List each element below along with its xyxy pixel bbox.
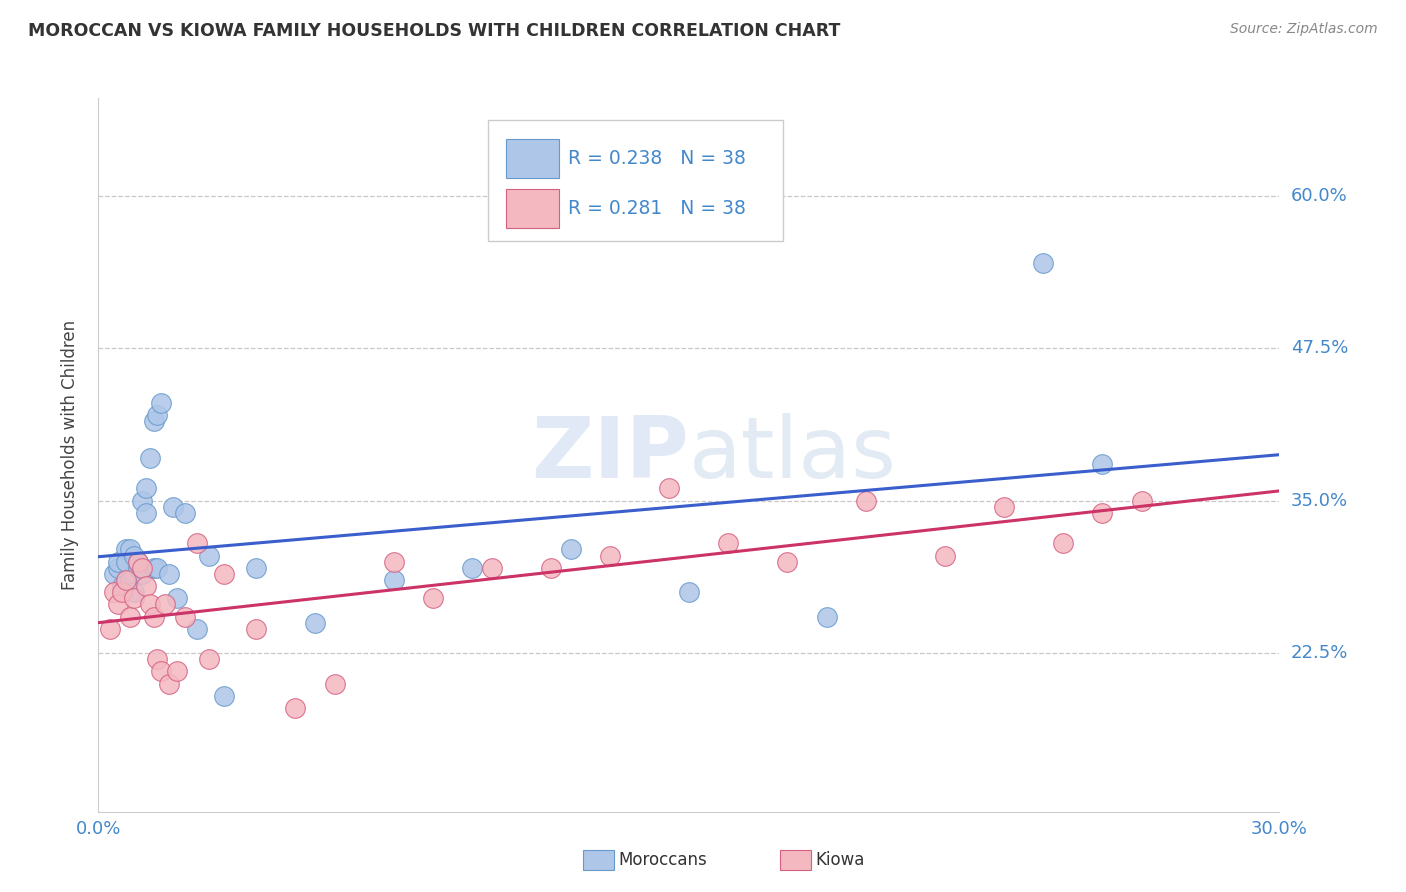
Point <box>142 609 165 624</box>
Point <box>461 560 484 574</box>
FancyBboxPatch shape <box>506 139 560 178</box>
Point <box>1091 457 1114 471</box>
Point <box>214 566 236 581</box>
Point <box>540 560 562 574</box>
Point <box>245 622 267 636</box>
Point <box>776 555 799 569</box>
Point <box>382 555 405 569</box>
Point <box>138 598 160 612</box>
Point <box>382 573 405 587</box>
Point <box>115 542 138 557</box>
Point <box>284 701 307 715</box>
Point <box>658 482 681 496</box>
Point <box>135 579 157 593</box>
Point <box>155 598 177 612</box>
Text: Source: ZipAtlas.com: Source: ZipAtlas.com <box>1230 22 1378 37</box>
Text: Moroccans: Moroccans <box>619 851 707 869</box>
Point <box>150 396 173 410</box>
Point <box>174 506 197 520</box>
Point <box>122 585 145 599</box>
Point <box>107 598 129 612</box>
Text: 47.5%: 47.5% <box>1291 339 1348 357</box>
Point <box>150 665 173 679</box>
Point <box>1052 536 1074 550</box>
Point <box>717 536 740 550</box>
Point <box>678 585 700 599</box>
Point <box>934 549 956 563</box>
Text: R = 0.238   N = 38: R = 0.238 N = 38 <box>568 149 747 169</box>
Point <box>174 609 197 624</box>
Point <box>214 689 236 703</box>
Text: MOROCCAN VS KIOWA FAMILY HOUSEHOLDS WITH CHILDREN CORRELATION CHART: MOROCCAN VS KIOWA FAMILY HOUSEHOLDS WITH… <box>28 22 841 40</box>
Point <box>245 560 267 574</box>
Point <box>142 560 165 574</box>
Point <box>122 549 145 563</box>
Point <box>135 506 157 520</box>
Point <box>993 500 1015 514</box>
Point <box>304 615 326 630</box>
Point <box>127 555 149 569</box>
Text: Kiowa: Kiowa <box>815 851 865 869</box>
Point <box>146 560 169 574</box>
Point <box>118 573 141 587</box>
Point <box>138 450 160 465</box>
Point <box>146 409 169 423</box>
Point <box>146 652 169 666</box>
Text: atlas: atlas <box>689 413 897 497</box>
Point <box>118 542 141 557</box>
Point <box>127 560 149 574</box>
Point <box>122 591 145 606</box>
Text: R = 0.281   N = 38: R = 0.281 N = 38 <box>568 199 747 219</box>
Point <box>98 622 121 636</box>
Point <box>103 566 125 581</box>
Point <box>323 676 346 690</box>
Point <box>103 585 125 599</box>
Point <box>481 560 503 574</box>
Point <box>115 555 138 569</box>
Point <box>131 566 153 581</box>
Point <box>815 609 838 624</box>
Point <box>115 573 138 587</box>
Point <box>111 579 134 593</box>
Point <box>855 493 877 508</box>
Point <box>142 414 165 428</box>
Point <box>157 676 180 690</box>
Point <box>186 536 208 550</box>
Point <box>107 560 129 574</box>
Point <box>1032 256 1054 270</box>
Point <box>197 549 219 563</box>
Point <box>197 652 219 666</box>
Point <box>107 555 129 569</box>
Text: ZIP: ZIP <box>531 413 689 497</box>
FancyBboxPatch shape <box>488 120 783 241</box>
Point <box>166 591 188 606</box>
Point <box>131 493 153 508</box>
Point <box>599 549 621 563</box>
Point <box>111 585 134 599</box>
Point <box>135 482 157 496</box>
Point <box>162 500 184 514</box>
Point <box>157 566 180 581</box>
Text: 60.0%: 60.0% <box>1291 186 1347 204</box>
Point <box>560 542 582 557</box>
Point <box>127 555 149 569</box>
FancyBboxPatch shape <box>506 189 560 228</box>
Point <box>131 560 153 574</box>
Point <box>118 609 141 624</box>
Point <box>1091 506 1114 520</box>
Point <box>186 622 208 636</box>
Point <box>1130 493 1153 508</box>
Text: 35.0%: 35.0% <box>1291 491 1348 509</box>
Y-axis label: Family Households with Children: Family Households with Children <box>60 320 79 590</box>
Point <box>422 591 444 606</box>
Point <box>166 665 188 679</box>
Text: 22.5%: 22.5% <box>1291 644 1348 662</box>
